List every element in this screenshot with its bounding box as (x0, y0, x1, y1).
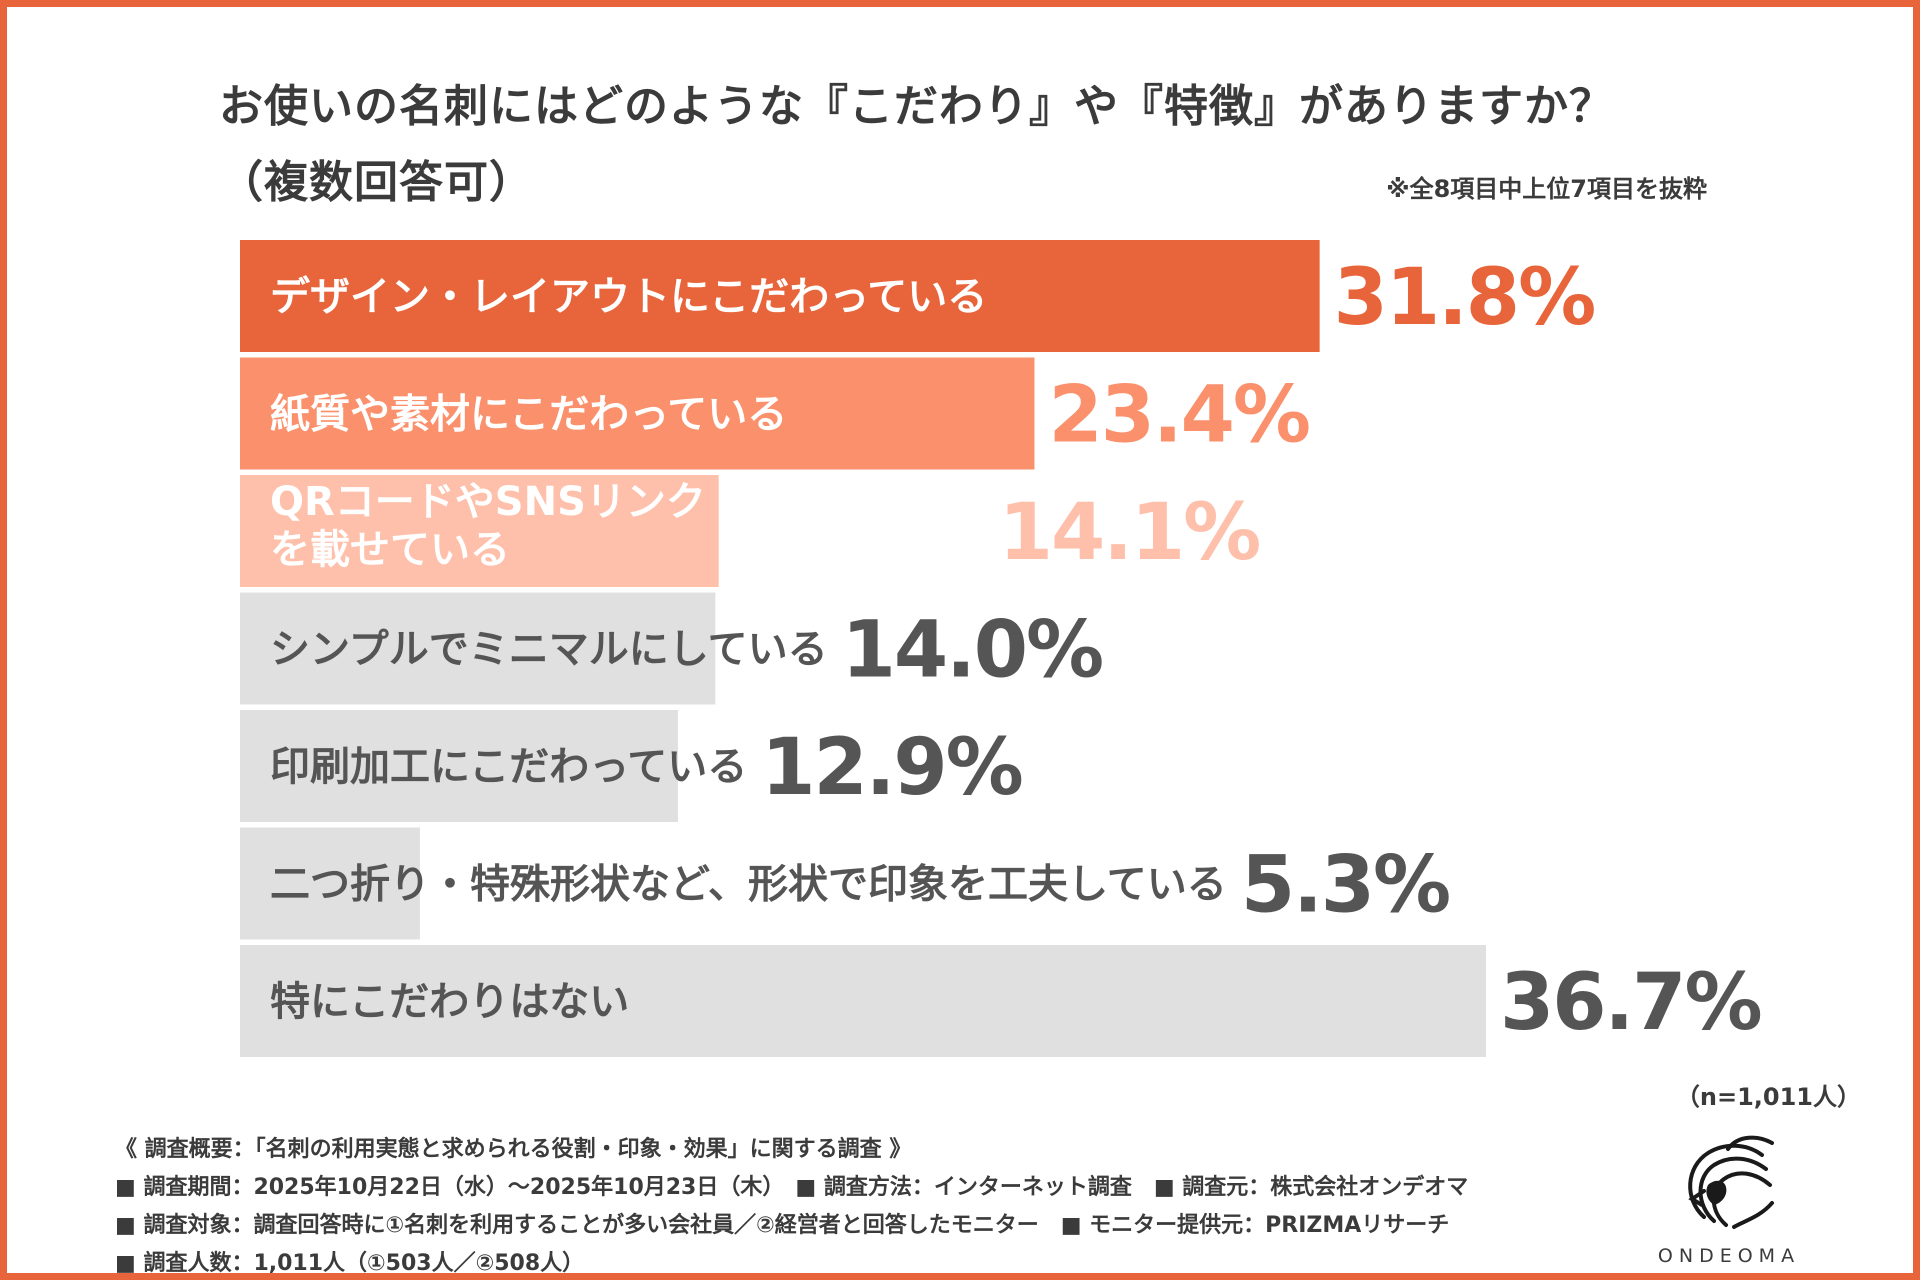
chart-title: お使いの名刺にはどのような『こだわり』や『特徴』がありますか？ （複数回答可） (219, 69, 1614, 221)
bar-label-3: QRコードやSNSリンクを載せている (270, 479, 706, 573)
lion-head-icon (1688, 1135, 1774, 1229)
bar-chart: デザイン・レイアウトにこだわっている 31.8% 紙質や素材にこだわっている 23.4… (240, 240, 1763, 1057)
bar-label-7: 特にこだわりはない (270, 979, 629, 1025)
bar-label-2: 紙質や素材にこだわっている (270, 392, 787, 438)
bar-6 (240, 827, 420, 940)
bar-label-5: 印刷加工にこだわっている (270, 744, 747, 790)
logo-wordmark: ONDEOMA (1657, 1245, 1801, 1267)
bar-label-3-line-1: QRコードやSNSリンク (270, 479, 706, 525)
value-label-7: 36.7% (1500, 958, 1761, 1048)
bar-label-4: シンプルでミニマルにしている (270, 627, 828, 673)
value-label-2: 23.4% (1048, 371, 1309, 461)
excerpt-note: ※全8項目中上位7項目を抜粋 (1386, 175, 1707, 203)
bar-7 (240, 945, 1486, 1057)
sample-size: （n=1,011人） (1675, 1083, 1861, 1111)
bar-3 (240, 475, 719, 587)
survey-heading: 《 調査概要：「名刺の利用実態と求められる役割・印象・効果」に関する調査 》 (115, 1137, 912, 1162)
value-label-1: 31.8% (1334, 253, 1595, 343)
value-label-5: 12.9% (761, 723, 1022, 813)
bar-1 (240, 240, 1320, 352)
bar-2 (240, 357, 1035, 470)
survey-line-target: ■ 調査対象：調査回答時に①名刺を利用することが多い会社員／②経営者と回答したモ… (115, 1213, 1450, 1238)
bar-label-6: 二つ折り・特殊形状など、形状で印象を工夫している (270, 862, 1227, 908)
bar-5 (240, 710, 678, 822)
value-label-3: 14.1% (999, 488, 1260, 578)
survey-line-period: ■ 調査期間：2025年10月22日（水）〜2025年10月23日（木） ■ 調… (115, 1175, 1469, 1200)
survey-line-count: ■ 調査人数：1,011人（①503人／②508人） (115, 1251, 585, 1276)
company-logo: ONDEOMA (1639, 1129, 1819, 1269)
title-line-2: （複数回答可） (219, 157, 534, 208)
bar-label-3-line-2: を載せている (270, 527, 510, 573)
bar-4 (240, 592, 716, 705)
value-label-6: 5.3% (1241, 841, 1449, 931)
bar-label-1: デザイン・レイアウトにこだわっている (270, 274, 987, 320)
value-label-4: 14.0% (842, 606, 1103, 696)
title-line-1: お使いの名刺にはどのような『こだわり』や『特徴』がありますか？ (219, 81, 1614, 132)
survey-overview: 《 調査概要：「名刺の利用実態と求められる役割・印象・効果」に関する調査 》 ■… (115, 1131, 1468, 1283)
